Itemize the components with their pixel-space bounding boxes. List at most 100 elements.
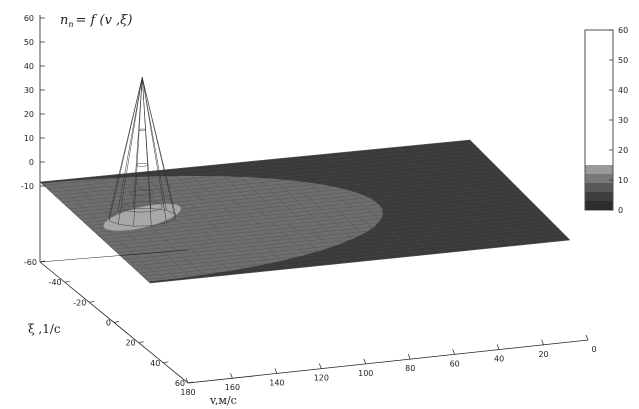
mesh-line-xi <box>146 236 567 280</box>
mesh-line-xi <box>65 163 494 206</box>
mesh-line-xi <box>69 166 497 210</box>
mesh-line-xi <box>113 206 537 250</box>
colorbox-tick-label: 60 <box>618 26 628 35</box>
peak-edge <box>108 77 143 216</box>
x-tick-label: 160 <box>225 383 240 392</box>
colorbox-tick-label: 30 <box>618 116 628 125</box>
x-tick-label: 40 <box>494 355 504 364</box>
z-tick-label: 60 <box>24 14 34 23</box>
peak-edge <box>141 77 176 219</box>
x-tick-label: 20 <box>538 350 548 359</box>
colorbox: 60 50 40 30 20 10 0 <box>584 26 628 215</box>
x-tick-mark <box>585 334 589 341</box>
z-tick-label: 40 <box>24 62 34 71</box>
x-tick-mark <box>452 349 455 355</box>
mesh-line-xi <box>72 169 501 213</box>
mesh-line-xi <box>102 196 527 240</box>
y-tick-mark <box>187 381 194 384</box>
y-tick-mark <box>163 361 169 364</box>
z-ticks: 60 50 40 30 20 10 0 -10 <box>21 14 45 191</box>
y-tick-label: 0 <box>106 319 111 328</box>
peak-edge <box>117 77 143 225</box>
x-tick-label: 120 <box>314 374 329 383</box>
mesh-line-xi <box>47 146 477 189</box>
x-tick-label: 180 <box>180 388 195 397</box>
z-tick-label: 10 <box>24 134 34 143</box>
x-tick-label: 0 <box>591 345 596 354</box>
colorbox-band <box>585 165 613 174</box>
peak-edge <box>133 77 143 227</box>
y-tick-mark <box>113 321 120 323</box>
y-tick-label: 60 <box>175 379 185 388</box>
colorbox-band <box>585 174 613 183</box>
x-tick-mark <box>319 363 322 369</box>
y-tick-label: -60 <box>24 258 37 267</box>
x-tick-mark <box>496 344 500 350</box>
mesh-line-xi <box>98 193 524 237</box>
surface-plot <box>39 77 571 284</box>
x-axis-label: v,м/с <box>209 394 237 407</box>
colorbox-tick-label: 20 <box>618 146 628 155</box>
z-tick-label: 0 <box>29 158 34 167</box>
mesh-line-xi <box>94 189 521 233</box>
y-tick-label: -40 <box>49 278 62 287</box>
y-ticks: -60 -40 -20 0 20 40 60 <box>24 258 194 388</box>
mesh-line-xi <box>39 139 471 183</box>
y-tick-label: 20 <box>125 339 135 348</box>
peak-ring <box>136 162 149 167</box>
mesh-line-xi <box>124 216 547 260</box>
x-tick-label: 60 <box>450 359 460 368</box>
title-lhs: n <box>60 13 68 28</box>
colorbox-tick-label: 10 <box>618 176 628 185</box>
back-axis-line <box>39 249 189 263</box>
y-tick-label: -20 <box>73 298 86 307</box>
x-tick-mark <box>541 339 544 345</box>
mesh-line-xi <box>142 233 564 277</box>
surface-peak <box>103 77 182 232</box>
y-tick-label: 40 <box>150 359 160 368</box>
mesh-line-xi <box>127 219 551 263</box>
title-rhs: = f (v ,ξ) <box>76 13 133 28</box>
x-ticks: 180 160 140 120 100 80 60 40 20 0 <box>180 334 597 397</box>
peak-edge <box>132 77 143 209</box>
title-lhs-sub: n <box>68 20 73 29</box>
y-tick-mark <box>89 300 95 303</box>
mesh-line-xi <box>120 213 544 257</box>
mesh-line-xi <box>138 229 561 274</box>
z-tick-label: 20 <box>24 110 34 119</box>
colorbox-tick-label: 40 <box>618 86 628 95</box>
colorbox-band <box>585 201 613 210</box>
peak-ring <box>138 128 146 131</box>
x-tick-mark <box>407 353 411 360</box>
mesh-line-xi <box>131 223 554 267</box>
colorbox-tick-label: 50 <box>618 56 628 65</box>
y-axis-label: ξ ,1/с <box>28 322 61 336</box>
x-tick-mark <box>363 358 367 365</box>
mesh-line-xi <box>116 209 541 253</box>
peak-ring <box>130 189 155 197</box>
mesh-line-xi <box>135 226 557 270</box>
peak-ring <box>122 201 163 213</box>
peak-edge <box>141 77 167 223</box>
mesh-line-xi <box>58 156 487 200</box>
mesh-line-xi <box>149 239 571 284</box>
mesh-line-xi <box>54 153 484 196</box>
x-tick-mark <box>274 368 278 374</box>
x-tick-mark <box>185 377 189 384</box>
peak-dome <box>103 203 182 232</box>
x-tick-mark <box>230 373 233 379</box>
z-tick-label: -10 <box>21 182 34 191</box>
colorbox-band <box>585 183 613 192</box>
y-tick-mark <box>138 341 144 344</box>
chart-title: nn = f (v ,ξ) <box>60 13 132 29</box>
z-tick-label: 30 <box>24 86 34 95</box>
y-tick-mark <box>64 280 70 283</box>
peak-edge <box>117 77 143 212</box>
mesh-line-xi <box>105 199 531 243</box>
y-tick-mark <box>39 260 46 263</box>
colorbox-band <box>585 192 613 201</box>
x-tick-label: 80 <box>405 364 415 373</box>
x-axis-line <box>187 339 589 384</box>
